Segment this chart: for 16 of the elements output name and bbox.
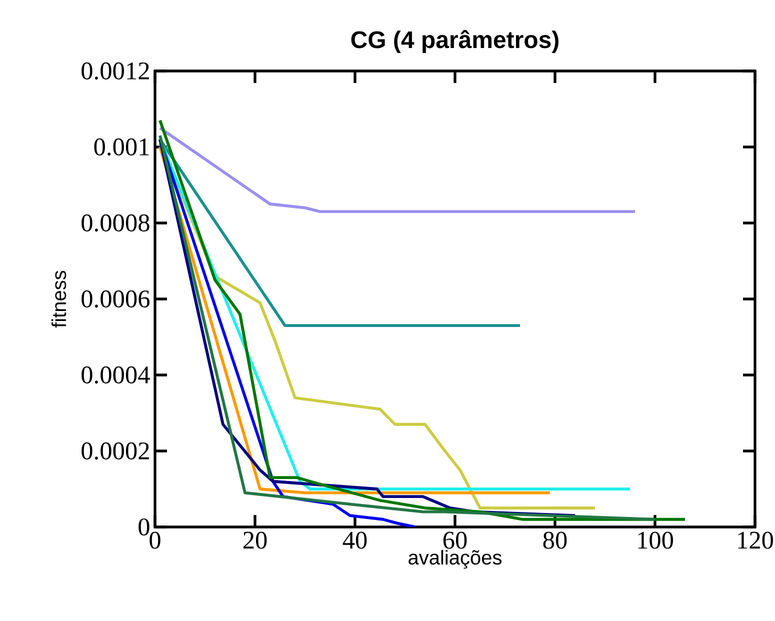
y-tick-label: 0.0008 [82, 214, 150, 232]
y-tick-label: 0 [138, 518, 150, 536]
chart-title: CG (4 parâmetros) [351, 30, 558, 53]
x-tick-label: 80 [543, 532, 567, 549]
y-tick-label: 0.0012 [82, 62, 149, 80]
x-tick-label: 120 [738, 532, 774, 549]
y-tick-label: 0.0006 [82, 290, 150, 308]
x-tick-label: 100 [638, 532, 674, 549]
x-tick-label: 20 [243, 532, 267, 549]
x-axis-title: avaliações [408, 550, 502, 569]
y-tick-label: 0.001 [94, 138, 149, 156]
y-tick-label: 0.0002 [82, 442, 149, 460]
y-axis-title: fitness [51, 270, 66, 328]
x-tick-label: 40 [342, 532, 367, 549]
y-tick-label: 0.0004 [82, 366, 150, 384]
x-tick-label: 60 [443, 532, 467, 549]
